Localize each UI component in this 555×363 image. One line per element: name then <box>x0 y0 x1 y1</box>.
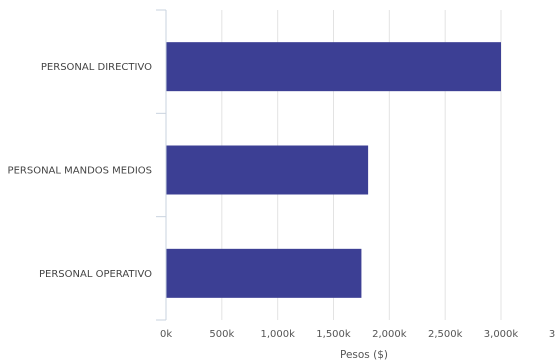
x-axis-title: Pesos ($) <box>340 349 388 361</box>
x-tick-label: 500k <box>209 329 234 340</box>
x-tick-label: 2,000k <box>372 329 407 340</box>
x-tick-label: 1,500k <box>316 329 351 340</box>
x-tick-label: 3,000k <box>484 329 519 340</box>
bar <box>166 145 369 195</box>
category-label: PERSONAL MANDOS MEDIOS <box>8 166 152 177</box>
x-tick-label: 1,000k <box>260 329 295 340</box>
category-labels: PERSONAL DIRECTIVO PERSONAL MANDOS MEDIOS… <box>8 62 153 280</box>
x-tick-label: 3,5... <box>549 329 555 340</box>
category-label: PERSONAL OPERATIVO <box>39 269 152 280</box>
bar <box>166 248 362 298</box>
x-tick-label: 2,500k <box>428 329 463 340</box>
y-axis-ticks <box>156 9 166 321</box>
bar <box>166 42 501 92</box>
x-tick-label: 0k <box>160 329 172 340</box>
x-axis-tick-labels: 0k 500k 1,000k 1,500k 2,000k 2,500k 3,000k 3,5.… <box>160 329 555 340</box>
bars <box>166 42 501 298</box>
category-label: PERSONAL DIRECTIVO <box>41 62 152 73</box>
